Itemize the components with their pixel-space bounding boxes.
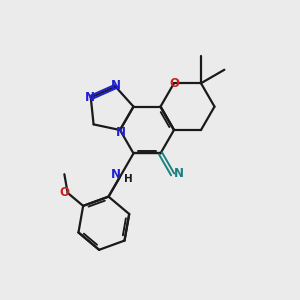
Text: O: O xyxy=(60,186,70,200)
Text: N: N xyxy=(174,167,184,180)
Text: N: N xyxy=(110,79,120,92)
Text: O: O xyxy=(169,77,179,90)
Text: H: H xyxy=(124,174,132,184)
Text: N: N xyxy=(111,168,121,181)
Text: N: N xyxy=(116,125,126,139)
Text: N: N xyxy=(85,91,95,104)
